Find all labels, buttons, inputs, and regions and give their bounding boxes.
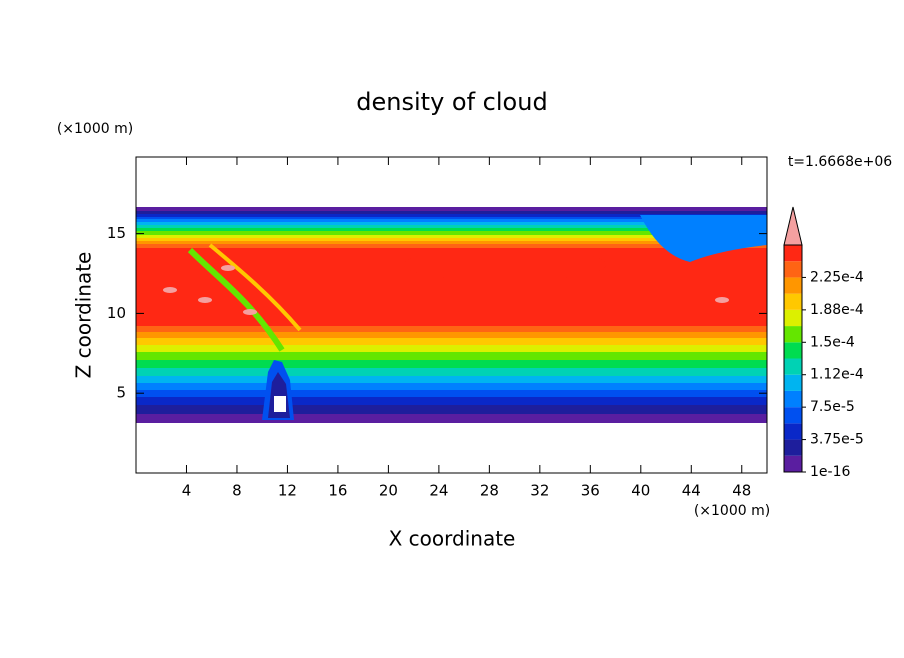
colorbar-label: 7.5e-5 — [810, 399, 855, 415]
colorbar-swatch — [784, 358, 802, 375]
y-tick-label: 15 — [107, 224, 126, 242]
colorbar-frame — [783, 244, 803, 473]
x-tick-label: 36 — [581, 482, 600, 500]
y-tick-label: 10 — [107, 304, 126, 322]
x-axis-title: X coordinate — [389, 527, 516, 551]
x-tick-label: 32 — [530, 482, 549, 500]
x-tick-label: 44 — [682, 482, 701, 500]
plot-frame — [135, 156, 768, 474]
colorbar-swatch — [784, 293, 802, 310]
contour-fleck — [163, 287, 177, 293]
chart-title: density of cloud — [356, 88, 547, 116]
colorbar-swatch — [784, 439, 802, 456]
x-tick-label: 40 — [631, 482, 650, 500]
contour-fleck — [221, 265, 235, 271]
colorbar-label: 3.75e-5 — [810, 432, 864, 448]
x-tick-label: 24 — [429, 482, 448, 500]
contour-streak — [208, 243, 302, 332]
colorbar-label: 1.12e-4 — [810, 367, 864, 383]
colorbar-swatch — [784, 423, 802, 440]
colorbar: 1e-16 3.75e-5 7.5e-5 1.12e-4 1.5e-4 1.88e-4 2.… — [783, 206, 864, 480]
contour-hole — [274, 396, 286, 412]
colorbar-swatch — [784, 261, 802, 278]
time-label: t=1.6668e+06 — [788, 154, 892, 170]
colorbar-label: 1e-16 — [810, 464, 850, 480]
x-tick-label: 12 — [278, 482, 297, 500]
colorbar-swatch — [784, 407, 802, 424]
colorbar-swatch — [784, 245, 802, 262]
y-unit-label: (×1000 m) — [57, 121, 133, 137]
contour-fleck — [243, 309, 257, 315]
x-tick-label: 20 — [379, 482, 398, 500]
colorbar-label: 1.88e-4 — [810, 302, 864, 318]
x-tick-label: 8 — [232, 482, 242, 500]
contour-fleck — [198, 297, 212, 303]
contour-dome — [404, 248, 606, 281]
y-axis-title: Z coordinate — [72, 252, 96, 379]
x-tick-label: 16 — [328, 482, 347, 500]
colorbar-swatch — [784, 326, 802, 343]
colorbar-swatch — [784, 277, 802, 294]
colorbar-label: 1.5e-4 — [810, 334, 855, 350]
x-unit-label: (×1000 m) — [694, 503, 770, 519]
y-tick-label: 5 — [116, 384, 126, 402]
x-tick-label: 48 — [732, 482, 751, 500]
colorbar-swatch — [784, 455, 802, 472]
colorbar-label: 2.25e-4 — [810, 269, 864, 285]
x-tick-label: 4 — [182, 482, 192, 500]
colorbar-swatch — [784, 374, 802, 391]
x-tick-label: 28 — [480, 482, 499, 500]
contour-fleck — [715, 297, 729, 303]
colorbar-swatch — [784, 390, 802, 408]
contour-field — [136, 207, 767, 423]
contour-streak — [187, 247, 285, 352]
colorbar-swatch — [784, 342, 802, 359]
contour-notch — [640, 215, 767, 262]
colorbar-swatch — [784, 309, 802, 327]
